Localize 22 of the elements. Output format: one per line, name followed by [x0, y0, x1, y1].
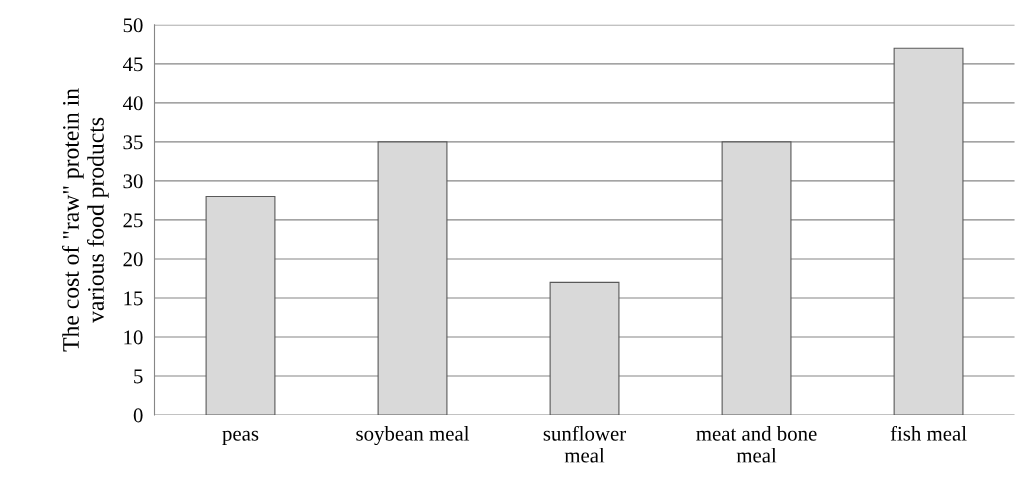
y-tick-label: 25 — [123, 213, 143, 228]
y-tick-label: 20 — [123, 252, 143, 267]
x-tick-label: peas — [222, 430, 259, 445]
y-tick-label: 15 — [124, 291, 143, 306]
bar — [721, 141, 792, 415]
bar — [893, 47, 964, 415]
y-tick-label: 10 — [124, 330, 143, 345]
y-tick-label: 5 — [134, 369, 143, 384]
y-tick-label: 50 — [123, 18, 143, 33]
y-axis-title: The cost of "raw" protein in various food products — [62, 88, 109, 352]
y-tick-label: 0 — [133, 408, 143, 423]
bar — [377, 141, 448, 415]
y-tick-label: 45 — [122, 57, 143, 72]
y-tick-label: 35 — [123, 135, 143, 150]
x-tick-label: fish meal — [890, 425, 967, 441]
x-tick-label: sunflower meal — [543, 425, 626, 463]
x-tick-label: soybean meal — [356, 426, 470, 446]
bar — [549, 281, 620, 415]
y-tick-label: 40 — [122, 96, 143, 111]
bar — [205, 195, 276, 415]
y-tick-label: 30 — [123, 174, 143, 189]
x-tick-label: meat and bone meal — [696, 426, 817, 463]
